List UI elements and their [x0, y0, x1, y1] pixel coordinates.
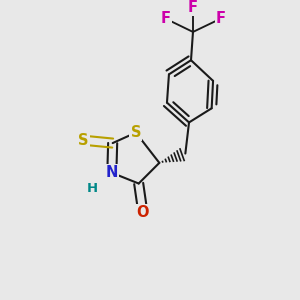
- Text: S: S: [130, 125, 141, 140]
- Text: H: H: [87, 182, 98, 195]
- Text: N: N: [106, 165, 118, 180]
- Text: F: F: [188, 0, 198, 15]
- Text: F: F: [216, 11, 226, 26]
- Text: O: O: [137, 206, 149, 220]
- Text: F: F: [160, 11, 171, 26]
- Text: S: S: [78, 133, 89, 148]
